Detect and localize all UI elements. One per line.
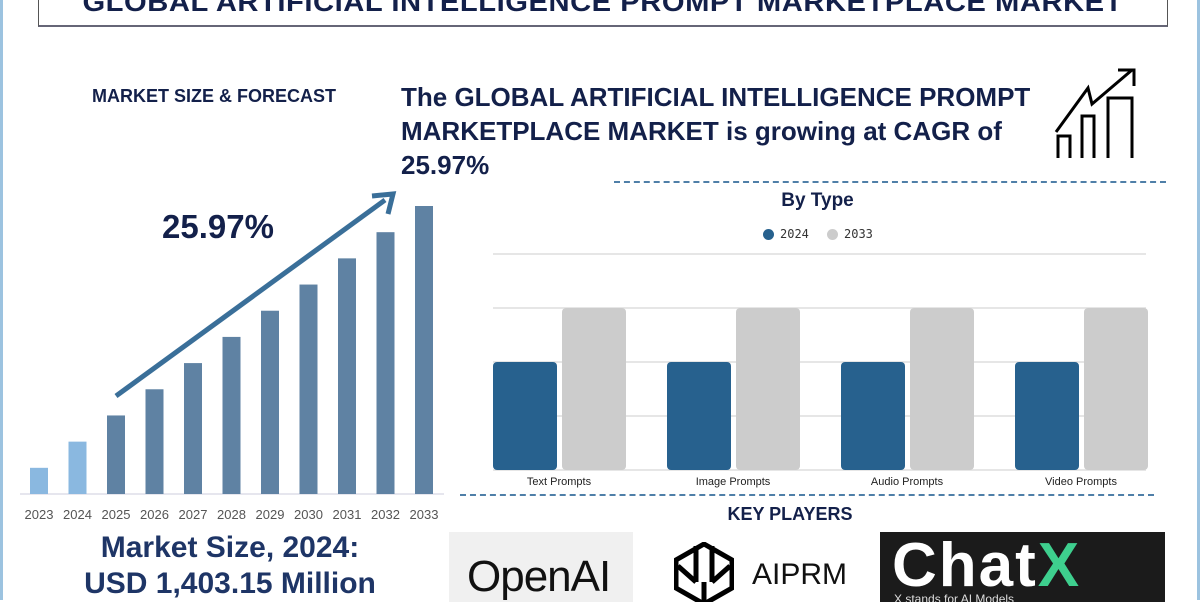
aiprm-logo: AIPRM [672,532,862,602]
x-tick-label: 2027 [179,507,208,522]
bar-text-prompts-2024 [493,362,557,470]
bar-audio-prompts-2024 [841,362,905,470]
market-size-line1: Market Size, 2024: [100,531,360,564]
market-size-line2: USD 1,403.15 Million [84,567,376,600]
openai-logo: OpenAI [449,532,633,602]
aiprm-mark-icon [674,542,734,602]
legend-2033: 2033 [827,227,873,241]
legend-label: 2033 [844,227,873,241]
market-size: Market Size, 2024: USD 1,403.15 Million [30,530,430,602]
x-tick-label: 2032 [371,507,400,522]
x-tick-label: 2025 [102,507,131,522]
divider [460,494,1154,496]
bar-video-prompts-2033 [1084,308,1148,470]
x-tick-label: 2033 [410,507,439,522]
page-title: GLOBAL ARTIFICIAL INTELLIGENCE PROMPT MA… [82,0,1124,17]
bar-image-prompts-2024 [667,362,731,470]
chatx-logo: ChatX X stands for AI Models [880,532,1165,602]
bar-2030 [299,284,318,494]
by-type-chart: Text Prompts Image Prompts Audio Prompts Vi… [493,253,1148,488]
legend-swatch [827,228,838,240]
x-tick-label: 2023 [25,507,54,522]
market-forecast-chart: 2023 2024 2025 2026 2027 2028 2029 2030 2031 2032… [20,191,444,522]
headline: The GLOBAL ARTIFICIAL INTELLIGENCE PROMP… [401,82,1031,180]
bar-2029 [261,310,279,494]
bar-image-prompts-2033 [736,308,800,470]
x-tick-label: 2030 [294,507,323,522]
section-label: MARKET SIZE & FORECAST [92,86,337,106]
bar-2023 [30,467,48,494]
key-players-title: KEY PLAYERS [727,504,853,524]
bar-2031 [338,258,356,494]
bar-2027 [184,363,202,494]
left-border [0,0,3,600]
x-tick-label: 2024 [63,507,92,522]
bar-2026 [145,389,164,494]
bar-2033 [415,206,433,494]
legend-2024: 2024 [763,227,809,241]
x-tick-label: Text Prompts [527,476,592,488]
bar-2025 [107,415,125,494]
cagr-annotation: 25.97% [162,208,274,245]
x-tick-label: 2026 [140,507,169,522]
x-tick-label: Audio Prompts [871,476,944,488]
x-tick-label: 2031 [333,507,362,522]
bar-2024 [68,441,87,494]
bar-video-prompts-2024 [1015,362,1079,470]
legend-swatch [763,228,774,240]
chart-title: By Type [781,190,854,211]
x-tick-label: 2028 [217,507,246,522]
bar-text-prompts-2033 [562,308,626,470]
title-banner: GLOBAL ARTIFICIAL INTELLIGENCE PROMPT MA… [38,0,1168,27]
growth-chart-icon [1054,68,1136,158]
x-tick-label: Image Prompts [696,476,771,488]
bar-2032 [376,232,395,494]
legend-label: 2024 [780,227,809,241]
divider [614,181,1166,183]
bar-audio-prompts-2033 [910,308,974,470]
bar-2028 [222,336,241,494]
arrow-head-icon [371,191,397,215]
trend-arrow [114,197,387,399]
x-tick-label: Video Prompts [1045,476,1117,488]
x-tick-label: 2029 [256,507,285,522]
right-border [1197,0,1200,600]
